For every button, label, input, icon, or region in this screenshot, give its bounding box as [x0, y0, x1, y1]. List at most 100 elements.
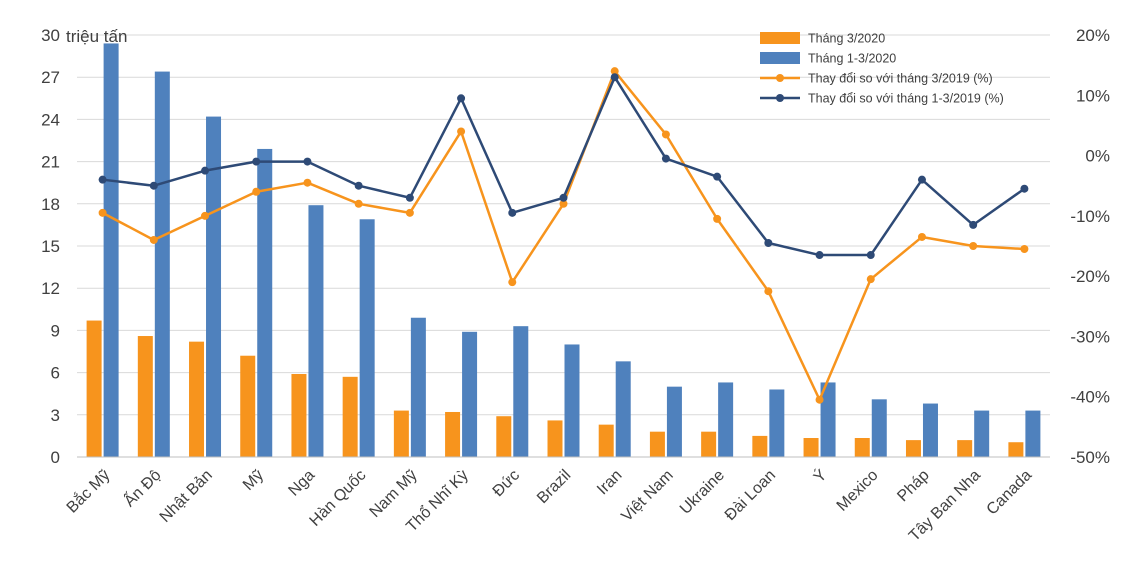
line-point: [917, 232, 926, 241]
left-axis-unit-label: triệu tấn: [66, 27, 127, 46]
bar: [871, 399, 887, 457]
line-point: [661, 130, 670, 139]
line-point: [1020, 245, 1029, 254]
category-label: Ukraine: [677, 467, 728, 518]
right-tick-label: -30%: [1070, 327, 1110, 346]
line-point: [508, 278, 517, 287]
category-label: Đài Loan: [722, 467, 779, 524]
bar: [547, 420, 563, 457]
bar: [1008, 442, 1024, 457]
right-tick-label: -20%: [1070, 267, 1110, 286]
line-point: [149, 181, 158, 190]
bar: [752, 435, 768, 457]
bar: [359, 219, 375, 457]
left-tick-label: 15: [41, 237, 60, 256]
right-tick-label: -50%: [1070, 448, 1110, 467]
bar: [974, 410, 990, 457]
bar: [137, 336, 153, 457]
legend-swatch: [760, 32, 800, 44]
line-point: [252, 157, 261, 166]
bar: [1025, 410, 1041, 457]
category-label: Bắc Mỹ: [62, 465, 113, 516]
bar: [496, 416, 512, 457]
category-label: Mexico: [834, 467, 882, 515]
category-label: Nhật Bản: [157, 467, 216, 526]
line-point: [201, 166, 210, 175]
bar: [666, 386, 682, 457]
line-point: [98, 208, 107, 217]
line-point: [559, 199, 568, 208]
line-point: [815, 395, 824, 404]
line-point: [405, 193, 414, 202]
bar: [240, 355, 256, 457]
legend-label: Thay đổi so với tháng 1-3/2019 (%): [808, 92, 1004, 106]
bar: [718, 382, 734, 457]
legend-marker: [776, 94, 784, 102]
category-label: Brazil: [534, 467, 574, 507]
left-tick-label: 0: [51, 448, 60, 467]
line-point: [252, 187, 261, 196]
bar: [820, 382, 836, 457]
legend-label: Tháng 3/2020: [808, 32, 885, 46]
bar: [445, 411, 461, 457]
left-tick-label: 27: [41, 68, 60, 87]
category-label: Hàn Quốc: [307, 467, 370, 530]
bar: [308, 205, 324, 457]
bar: [769, 389, 785, 457]
bar: [649, 431, 665, 457]
line-point: [405, 208, 414, 217]
bar: [564, 344, 580, 457]
category-label: Pháp: [894, 467, 933, 506]
bar: [905, 440, 921, 457]
left-tick-label: 21: [41, 153, 60, 172]
left-tick-label: 6: [51, 364, 60, 383]
left-tick-label: 18: [41, 195, 60, 214]
line-point: [354, 181, 363, 190]
bar: [701, 431, 717, 457]
series-line: [102, 69, 1025, 401]
category-label: Canada: [984, 467, 1036, 519]
right-tick-label: -10%: [1070, 207, 1110, 226]
bar: [462, 331, 478, 457]
bars: [86, 43, 1041, 457]
legend-label: Thay đổi so với tháng 3/2019 (%): [808, 72, 993, 86]
left-tick-label: 3: [51, 406, 60, 425]
legend: Tháng 3/2020 Tháng 1-3/2020 Thay đổi so vớ…: [760, 32, 1004, 106]
bar: [598, 424, 614, 457]
category-label: Mỹ: [240, 467, 267, 494]
line-point: [815, 251, 824, 260]
bar: [393, 410, 409, 457]
line-point: [969, 242, 978, 250]
line-point: [457, 94, 466, 103]
line-point: [969, 220, 978, 229]
line-point: [866, 251, 875, 260]
right-tick-label: -40%: [1070, 388, 1110, 407]
right-tick-label: 10%: [1076, 86, 1110, 105]
line-point: [354, 199, 363, 208]
left-tick-label: 30: [41, 26, 60, 45]
bar: [342, 376, 358, 457]
bar: [854, 438, 870, 457]
lines: [98, 67, 1029, 404]
right-tick-label: 20%: [1076, 26, 1110, 45]
category-label: Ý: [809, 465, 830, 486]
line-point: [610, 73, 619, 82]
line-point: [713, 214, 722, 223]
category-label: Việt Nam: [618, 467, 676, 525]
line-point: [764, 287, 773, 296]
line-point: [303, 178, 312, 187]
line-point: [1020, 184, 1029, 193]
bar: [922, 403, 938, 457]
bar: [103, 43, 119, 457]
left-tick-label: 12: [41, 279, 60, 298]
line-point: [559, 193, 568, 202]
bar: [206, 116, 222, 457]
bar: [957, 440, 973, 457]
bar: [803, 438, 819, 457]
bar: [189, 341, 205, 457]
line-point: [917, 175, 926, 184]
line-point: [201, 211, 210, 220]
category-label: Nga: [285, 467, 318, 500]
